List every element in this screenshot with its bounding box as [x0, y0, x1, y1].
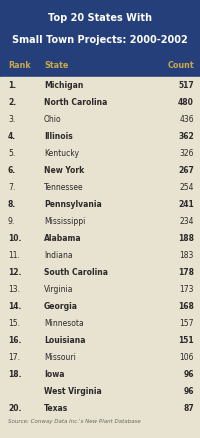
Text: South Carolina: South Carolina [44, 268, 108, 277]
Text: Top 20 States With: Top 20 States With [48, 13, 152, 23]
Text: 254: 254 [180, 183, 194, 192]
Text: Michigan: Michigan [44, 81, 83, 90]
Text: Count: Count [167, 61, 194, 71]
Text: 7.: 7. [8, 183, 15, 192]
Text: North Carolina: North Carolina [44, 98, 107, 107]
Text: 183: 183 [180, 251, 194, 260]
Text: 362: 362 [178, 132, 194, 141]
Text: Georgia: Georgia [44, 302, 78, 311]
Text: 436: 436 [179, 115, 194, 124]
Text: Illinois: Illinois [44, 132, 73, 141]
Text: Tennessee: Tennessee [44, 183, 84, 192]
Text: State: State [44, 61, 68, 71]
Text: West Virginia: West Virginia [44, 387, 102, 396]
Text: 6.: 6. [8, 166, 16, 175]
Text: Missouri: Missouri [44, 353, 76, 362]
Text: Alabama: Alabama [44, 234, 82, 243]
Text: 11.: 11. [8, 251, 20, 260]
Text: 9.: 9. [8, 217, 15, 226]
Text: 13.: 13. [8, 285, 20, 294]
Text: 173: 173 [180, 285, 194, 294]
Text: 157: 157 [180, 319, 194, 328]
Text: 12.: 12. [8, 268, 21, 277]
Text: Virginia: Virginia [44, 285, 74, 294]
Text: 106: 106 [180, 353, 194, 362]
Bar [0, 77, 200, 417]
Text: Ohio: Ohio [44, 115, 62, 124]
Text: 87: 87 [183, 404, 194, 413]
Text: 10.: 10. [8, 234, 21, 243]
Text: 1.: 1. [8, 81, 16, 90]
Text: 20.: 20. [8, 404, 21, 413]
Text: 16.: 16. [8, 336, 21, 345]
Text: 3.: 3. [8, 115, 15, 124]
Text: 96: 96 [184, 370, 194, 379]
Text: Rank: Rank [8, 61, 31, 71]
Text: 18.: 18. [8, 370, 22, 379]
Text: 480: 480 [178, 98, 194, 107]
Text: 5.: 5. [8, 149, 15, 158]
Text: Louisiana: Louisiana [44, 336, 86, 345]
Text: New York: New York [44, 166, 84, 175]
Text: 8.: 8. [8, 200, 16, 209]
Text: 241: 241 [178, 200, 194, 209]
Text: 2.: 2. [8, 98, 16, 107]
Text: 326: 326 [180, 149, 194, 158]
Text: 151: 151 [178, 336, 194, 345]
Bar [0, 55, 200, 77]
Text: Minnesota: Minnesota [44, 319, 84, 328]
Text: 234: 234 [180, 217, 194, 226]
Bar [0, 0, 200, 55]
Text: 96: 96 [184, 387, 194, 396]
Text: 17.: 17. [8, 353, 20, 362]
Text: Mississippi: Mississippi [44, 217, 85, 226]
Text: Kentucky: Kentucky [44, 149, 79, 158]
Text: 168: 168 [178, 302, 194, 311]
Text: 267: 267 [178, 166, 194, 175]
Text: Source: Conway Data Inc.'s New Plant Database: Source: Conway Data Inc.'s New Plant Dat… [8, 419, 141, 424]
Text: Small Town Projects: 2000-2002: Small Town Projects: 2000-2002 [12, 35, 188, 45]
Text: 517: 517 [178, 81, 194, 90]
Text: 178: 178 [178, 268, 194, 277]
Text: Texas: Texas [44, 404, 68, 413]
Text: 15.: 15. [8, 319, 20, 328]
Text: Pennsylvania: Pennsylvania [44, 200, 102, 209]
Text: Indiana: Indiana [44, 251, 73, 260]
Text: Iowa: Iowa [44, 370, 64, 379]
Text: 4.: 4. [8, 132, 16, 141]
Text: 188: 188 [178, 234, 194, 243]
Text: 14.: 14. [8, 302, 21, 311]
